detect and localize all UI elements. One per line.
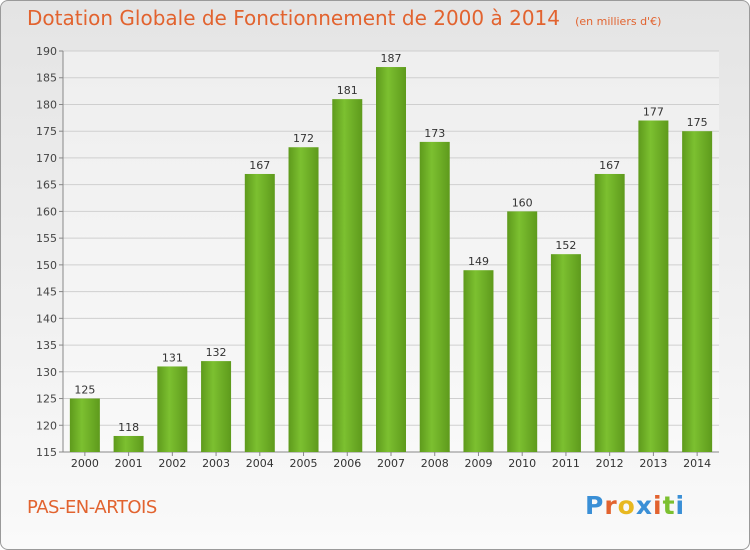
- data-label: 160: [512, 196, 533, 209]
- data-label: 118: [118, 421, 139, 434]
- data-label: 132: [206, 346, 227, 359]
- bar: [463, 270, 494, 452]
- logo-letter: P: [585, 491, 605, 520]
- bar: [376, 67, 406, 452]
- chart-unit-label: (en milliers d'€): [575, 15, 662, 28]
- y-tick-label: 145: [36, 286, 57, 299]
- data-label: 167: [599, 159, 620, 172]
- x-tick-label: 2007: [377, 457, 405, 470]
- y-tick-label: 170: [36, 152, 57, 165]
- bar: [113, 435, 144, 452]
- y-tick-label: 120: [36, 419, 57, 432]
- bar: [157, 366, 188, 452]
- bar: [594, 173, 625, 452]
- y-tick-label: 165: [36, 179, 57, 192]
- logo-letter: i: [675, 491, 686, 520]
- data-label: 177: [643, 106, 664, 119]
- x-tick-label: 2008: [421, 457, 449, 470]
- y-tick-label: 115: [36, 446, 57, 459]
- commune-name: PAS-EN-ARTOIS: [27, 497, 157, 518]
- chart-title: Dotation Globale de Fonctionnement de 20…: [27, 6, 560, 30]
- data-label: 181: [337, 84, 358, 97]
- x-tick-label: 2004: [246, 457, 274, 470]
- x-tick-label: 2005: [290, 457, 318, 470]
- bar: [201, 361, 232, 452]
- data-label: 175: [687, 116, 708, 129]
- bar: [244, 173, 275, 452]
- data-label: 173: [424, 127, 445, 140]
- y-tick-label: 125: [36, 393, 57, 406]
- y-tick-label: 160: [36, 205, 57, 218]
- y-tick-label: 150: [36, 259, 57, 272]
- y-tick-label: 175: [36, 125, 57, 138]
- bar: [638, 120, 669, 453]
- logo-letter: o: [617, 491, 636, 520]
- logo-letter: t: [662, 491, 676, 520]
- bar: [550, 254, 581, 452]
- x-tick-label: 2006: [333, 457, 361, 470]
- y-tick-label: 135: [36, 339, 57, 352]
- x-tick-label: 2012: [596, 457, 624, 470]
- x-tick-label: 2009: [464, 457, 492, 470]
- data-label: 167: [249, 159, 270, 172]
- data-label: 131: [162, 351, 183, 364]
- x-tick-label: 2011: [552, 457, 580, 470]
- logo-letter: r: [604, 491, 618, 520]
- data-label: 125: [74, 384, 95, 397]
- y-tick-label: 155: [36, 232, 57, 245]
- y-tick-label: 180: [36, 98, 57, 111]
- data-label: 187: [381, 52, 402, 65]
- bar: [507, 211, 538, 452]
- x-tick-label: 2013: [639, 457, 667, 470]
- x-tick-label: 2003: [202, 457, 230, 470]
- proxiti-logo: Proxiti: [585, 491, 685, 520]
- y-tick-label: 140: [36, 312, 57, 325]
- x-tick-label: 2000: [71, 457, 99, 470]
- x-tick-label: 2010: [508, 457, 536, 470]
- y-tick-label: 130: [36, 366, 57, 379]
- y-tick-label: 190: [36, 45, 57, 58]
- data-label: 152: [555, 239, 576, 252]
- bar: [69, 398, 100, 452]
- x-tick-label: 2001: [115, 457, 143, 470]
- y-tick-label: 185: [36, 72, 57, 85]
- bar: [682, 131, 713, 452]
- bar: [332, 99, 363, 453]
- x-tick-label: 2014: [683, 457, 711, 470]
- data-label: 149: [468, 255, 489, 268]
- logo-letter: i: [653, 491, 663, 520]
- logo-letter: x: [635, 491, 653, 520]
- chart-title-block: Dotation Globale de Fonctionnement de 20…: [27, 6, 661, 30]
- data-label: 172: [293, 132, 314, 145]
- bar: [419, 141, 450, 453]
- bar: [288, 147, 319, 453]
- x-tick-label: 2002: [158, 457, 186, 470]
